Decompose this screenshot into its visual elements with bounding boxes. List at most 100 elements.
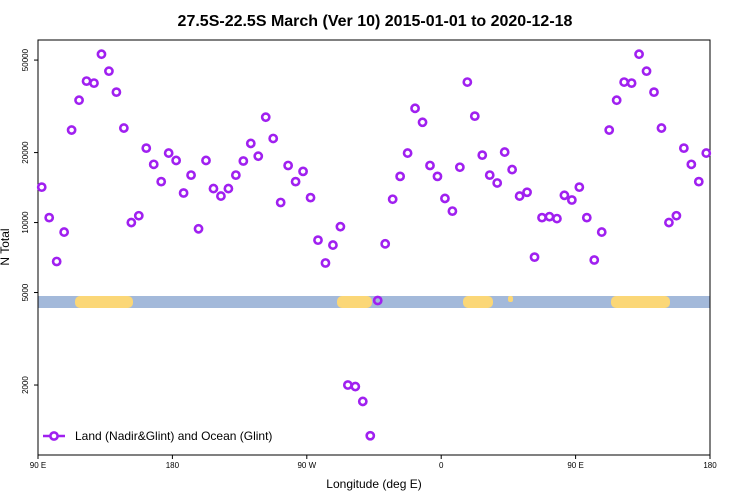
data-point (313, 235, 323, 246)
data-point (641, 66, 652, 77)
data-point (454, 162, 465, 173)
data-point (268, 133, 279, 144)
data-point (440, 193, 450, 204)
x-axis-label: Longitude (deg E) (326, 477, 421, 491)
data-point (522, 187, 532, 198)
data-point (320, 258, 331, 268)
data-point (395, 171, 406, 182)
data-point (693, 176, 704, 187)
data-point (260, 112, 271, 123)
data-point (111, 87, 122, 98)
data-point (410, 103, 420, 114)
data-point (81, 76, 92, 86)
data-point (163, 148, 174, 158)
data-point (574, 182, 585, 193)
data-point (156, 176, 167, 187)
data-point (417, 117, 428, 128)
data-point (425, 160, 435, 171)
data-point (66, 125, 77, 135)
y-tick-label: 5000 (21, 283, 30, 301)
data-point (245, 138, 256, 149)
data-point (74, 95, 84, 106)
x-tick-label: 90 E (30, 461, 46, 470)
data-point (566, 195, 577, 205)
data-point (664, 217, 674, 228)
data-point (589, 255, 600, 265)
data-point (619, 77, 630, 87)
data-point (230, 170, 241, 181)
data-point (537, 212, 547, 223)
data-point (51, 256, 62, 267)
data-point (499, 147, 510, 157)
y-tick-label: 20000 (21, 141, 30, 164)
data-point (365, 430, 376, 441)
land-segment (75, 296, 133, 308)
data-point (59, 227, 70, 237)
data-point (328, 240, 338, 250)
data-point (477, 150, 488, 161)
x-tick-label: 180 (703, 461, 717, 470)
data-point (529, 252, 540, 263)
data-point (678, 143, 689, 154)
x-tick-label: 90 W (297, 461, 316, 470)
data-point (290, 176, 301, 187)
land-segment (463, 296, 493, 308)
data-point (552, 213, 562, 224)
data-point (544, 211, 555, 222)
plot-frame (37, 39, 711, 456)
data-point (238, 156, 249, 166)
data-point (611, 95, 622, 106)
data-point (671, 210, 682, 221)
data-point (469, 111, 480, 122)
data-point (283, 160, 294, 171)
data-point (89, 78, 99, 89)
y-axis-label: N Total (0, 228, 12, 265)
data-point (148, 159, 159, 170)
data-point (656, 123, 667, 133)
data-point (253, 151, 264, 162)
data-point (342, 380, 353, 390)
data-point (581, 212, 592, 223)
data-point (626, 78, 637, 89)
data-point (596, 227, 607, 237)
data-point (275, 197, 286, 208)
data-point (201, 155, 211, 166)
data-point (387, 194, 398, 205)
data-point (507, 164, 518, 175)
data-point (686, 159, 697, 170)
data-point (402, 148, 413, 158)
x-tick-label: 0 (439, 461, 444, 470)
data-point (514, 191, 525, 201)
legend-marker (49, 431, 59, 441)
data-point (335, 221, 346, 232)
data-point (350, 381, 361, 392)
y-tick-label: 10000 (21, 211, 30, 234)
data-point (298, 166, 308, 177)
data-point (559, 190, 570, 201)
y-tick-label: 50000 (21, 48, 30, 71)
data-point (492, 178, 503, 188)
land-segment (337, 296, 372, 308)
legend-label: Land (Nadir&Glint) and Ocean (Glint) (75, 429, 272, 443)
data-point (133, 210, 144, 221)
data-point (36, 182, 47, 193)
y-tick-label: 2000 (21, 376, 30, 394)
data-point (178, 188, 189, 198)
data-point (432, 171, 443, 182)
data-point (104, 66, 114, 77)
data-point (193, 223, 204, 234)
data-point (216, 191, 226, 201)
data-point (634, 49, 644, 60)
data-point (701, 148, 712, 158)
x-tick-label: 90 E (567, 461, 583, 470)
land-segment (508, 296, 513, 302)
data-point (447, 206, 458, 217)
data-point (44, 212, 55, 223)
x-tick-label: 180 (166, 461, 180, 470)
data-point (171, 155, 182, 166)
data-point (141, 143, 152, 154)
data-point (126, 217, 137, 228)
data-point (118, 123, 129, 133)
data-point (649, 87, 659, 98)
